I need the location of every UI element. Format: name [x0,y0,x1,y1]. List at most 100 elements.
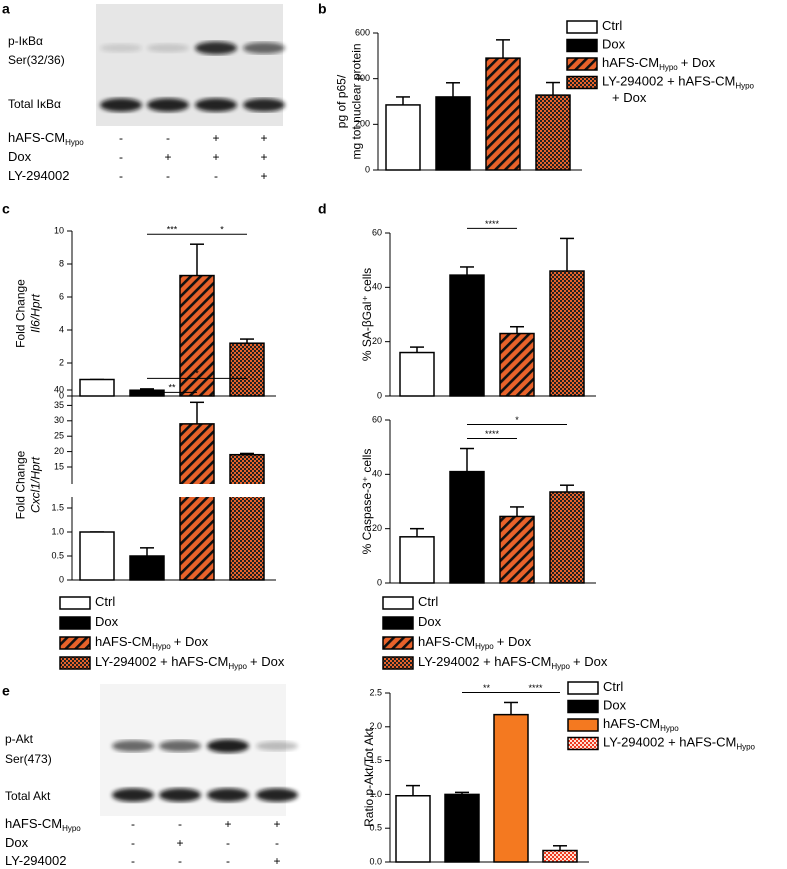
label: LY-294002 [8,168,69,183]
blot-band [195,98,237,112]
blot-band [112,788,154,802]
y-axis-label: Il6/Hprt [29,294,43,333]
condition-sign: - [178,817,182,831]
label-main: Ctrl [602,18,622,33]
panel-label: d [318,201,327,217]
label-end: + Dox [612,90,647,105]
legend-swatch [59,636,91,650]
sig-label: **** [485,219,500,229]
label: Dox [5,835,29,850]
blot-band [256,788,298,802]
blot-row-label: Ser(473) [5,752,52,766]
bar [129,555,165,581]
bar [399,351,435,397]
condition-sign: - [119,169,123,183]
bar [493,713,529,863]
condition-sign: + [212,131,219,145]
sig-label: * [195,369,199,379]
y-tick-label: 0 [59,574,64,584]
label-end: + Dox [174,634,209,649]
bar [399,536,435,584]
panel-label: a [2,1,10,17]
bar [444,793,480,863]
label-end: + Dox [573,654,608,669]
sig-label: **** [528,683,543,693]
label-main: Ctrl [603,679,623,694]
y-tick-label: 0 [377,390,382,400]
bar [449,274,485,397]
legend-swatch [566,57,598,71]
legend-swatch [566,20,598,34]
y-tick-label: 600 [355,27,370,37]
blot-band [112,740,154,752]
label: hAFS-CMHypo [8,130,84,147]
y-tick-label: 0.0 [369,856,382,866]
condition-sign: - [275,836,279,850]
sig-label: ** [483,683,491,693]
condition-sign: - [226,854,230,868]
blot-band [256,741,298,751]
blot-band [159,740,201,752]
y-tick-label: 35 [54,400,64,410]
y-tick-label: 20 [372,523,382,533]
label: Dox [603,698,627,713]
label-sub: Hypo [475,642,494,651]
label-main: hAFS-CM [5,816,62,831]
y-tick-label: 10 [54,225,64,235]
y-tick-label: 1.5 [369,755,382,765]
y-axis-label: Fold Change [14,279,28,348]
legend-swatch [382,656,414,670]
y-tick-label: 1.5 [51,502,64,512]
label-sub: Hypo [228,662,247,671]
label: Dox [602,37,626,52]
bar [485,57,521,171]
y-tick-label: 15 [54,461,64,471]
label-main: hAFS-CM [603,716,660,731]
y-tick-label: 25 [54,431,64,441]
label-main: Dox [418,614,442,629]
label: LY-294002 + hAFS-CMHypo [603,735,756,752]
sig-label: * [220,225,224,235]
condition-sign: - [166,131,170,145]
blot-band [243,98,285,112]
condition-sign: + [260,150,267,164]
condition-sign: - [131,854,135,868]
y-axis-label: Cxcl1/Hprt [29,456,43,513]
condition-sign: + [176,836,183,850]
y-tick-label: 2.5 [369,687,382,697]
label-main: Dox [95,614,119,629]
bar [499,515,535,584]
blot-band [207,739,249,753]
y-tick-label: 2.0 [369,721,382,731]
y-tick-label: 20 [54,446,64,456]
bar [535,94,571,171]
sig-label: * [515,415,519,425]
blot-row-label: p-IκBα [8,34,43,48]
sig-label: **** [485,429,500,439]
bar [549,491,585,584]
label-sub: Hypo [152,642,171,651]
label: Dox [8,149,32,164]
bar [395,795,431,863]
condition-sign: - [131,817,135,831]
bar [79,378,115,397]
blot-band [207,788,249,802]
label-main: hAFS-CM [8,130,65,145]
blot-band [243,42,285,54]
label-end: + Dox [681,55,716,70]
blot-band [195,41,237,55]
blot-band [159,788,201,802]
bar [229,342,265,397]
legend-swatch [567,699,599,714]
legend-swatch [567,736,599,751]
label: hAFS-CMHypo [603,716,679,733]
y-tick-label: 0.5 [51,550,64,560]
y-axis-label: Fold Change [14,450,28,519]
condition-sign: + [273,817,280,831]
label-end: + Dox [497,634,532,649]
y-tick-label: 60 [372,414,382,424]
label-main: Ctrl [95,594,115,609]
condition-sign: + [260,169,267,183]
bar [129,389,165,397]
y-tick-label: 400 [355,73,370,83]
